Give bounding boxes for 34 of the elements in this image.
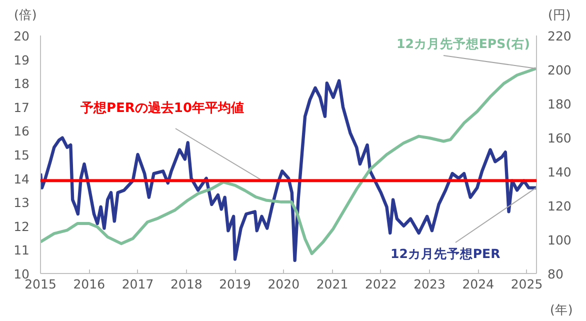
y2-axis-title: (円) — [548, 6, 571, 24]
y-tick-label: 20 — [14, 28, 30, 44]
y-tick-label: 17 — [14, 100, 30, 115]
x-tick-label: 2021 — [316, 276, 348, 292]
y2-tick-label: 180 — [548, 96, 572, 112]
y-tick-label: 19 — [14, 52, 30, 68]
x-tick-label: 2022 — [364, 276, 397, 292]
y2-tick-label: 200 — [548, 62, 572, 78]
y2-tick-label: 100 — [548, 232, 572, 248]
y-tick-label: 12 — [14, 218, 30, 234]
y-tick-label: 15 — [14, 148, 30, 162]
x-tick-label: 2018 — [170, 276, 202, 292]
x-tick-label: 2016 — [73, 276, 106, 292]
x-tick-label: 2017 — [122, 276, 154, 292]
x-tick-label: 2020 — [268, 276, 300, 292]
y-tick-label: 18 — [14, 76, 30, 92]
y-tick-label: 16 — [14, 124, 30, 139]
y2-tick-label: 120 — [548, 198, 572, 214]
x-tick-label: 2023 — [414, 276, 446, 292]
series-label: 12カ月先予想PER — [390, 246, 501, 261]
y-tick-label: 14 — [14, 171, 30, 186]
x-axis-title: (年) — [550, 301, 573, 319]
y2-tick-label: 80 — [548, 266, 564, 282]
series-label: 12カ月先予想EPS(右) — [396, 36, 530, 51]
x-tick-label: 2025 — [510, 276, 543, 292]
y2-tick-label: 220 — [548, 28, 572, 44]
y-tick-label: 11 — [14, 242, 30, 258]
y2-tick-label: 160 — [548, 130, 572, 146]
y2-tick-label: 140 — [548, 164, 572, 180]
x-tick-label: 2024 — [462, 276, 494, 292]
y-tick-label: 13 — [14, 195, 30, 210]
ref-line-label: 予想PERの過去10年平均値 — [80, 100, 244, 116]
y-axis-title: (倍) — [14, 6, 37, 24]
x-tick-label: 2019 — [219, 276, 251, 292]
